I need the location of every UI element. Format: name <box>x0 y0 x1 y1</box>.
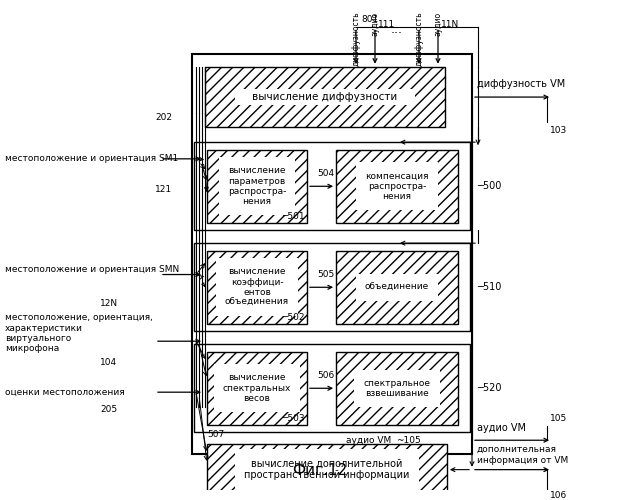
Text: ─502: ─502 <box>282 312 305 322</box>
Text: 105: 105 <box>550 414 568 422</box>
Bar <box>207 150 307 222</box>
Text: объединение: объединение <box>365 283 429 292</box>
Text: вычисление
коэффици-
ентов
объединения: вычисление коэффици- ентов объединения <box>225 267 289 308</box>
Text: компенсация
распростра-
нения: компенсация распростра- нения <box>365 172 429 201</box>
Text: аудио VM: аудио VM <box>477 424 526 434</box>
Text: местоположение и ориентация SM1: местоположение и ориентация SM1 <box>5 154 178 164</box>
Text: ─501: ─501 <box>282 212 305 220</box>
Text: вычисление диффузности: вычисление диффузности <box>252 92 397 102</box>
Text: 202: 202 <box>155 113 172 122</box>
Bar <box>207 444 447 495</box>
Bar <box>205 66 445 128</box>
Bar <box>194 243 470 332</box>
Text: 205: 205 <box>100 406 117 414</box>
Text: аудио: аудио <box>371 12 380 36</box>
Text: 505: 505 <box>317 270 334 280</box>
Bar <box>194 142 470 231</box>
Text: 121: 121 <box>155 184 172 194</box>
Bar <box>207 352 307 424</box>
Text: аудио: аудио <box>434 12 443 36</box>
Bar <box>235 89 415 105</box>
Text: ...: ... <box>391 23 403 36</box>
Text: вычисление
спектральных
весов: вычисление спектральных весов <box>223 374 291 403</box>
Text: 103: 103 <box>550 126 568 136</box>
Text: ─520: ─520 <box>477 384 501 394</box>
Text: ─500: ─500 <box>477 182 501 192</box>
Text: диффузность: диффузность <box>415 12 424 66</box>
Text: местоположение, ориентация,
характеристики
виртуального
микрофона: местоположение, ориентация, характеристи… <box>5 314 153 354</box>
Text: 111: 111 <box>378 20 395 29</box>
Text: аудио VM: аудио VM <box>346 436 391 444</box>
Text: ~105: ~105 <box>396 436 421 444</box>
Text: вычисление
параметров
распростра-
нения: вычисление параметров распростра- нения <box>228 166 286 206</box>
Text: 801: 801 <box>361 14 378 24</box>
Text: 504: 504 <box>317 170 334 178</box>
Bar <box>336 352 458 424</box>
Text: спектральное
взвешивание: спектральное взвешивание <box>364 378 431 398</box>
Text: ─510: ─510 <box>477 282 501 292</box>
Text: местоположение и ориентация SMN: местоположение и ориентация SMN <box>5 265 179 274</box>
Text: 506: 506 <box>317 372 334 380</box>
Bar <box>194 344 470 432</box>
Text: ─503: ─503 <box>282 414 305 422</box>
Text: 11N: 11N <box>441 20 459 29</box>
Bar <box>336 251 458 324</box>
Text: Фиг.12: Фиг.12 <box>292 464 348 478</box>
Text: 106: 106 <box>550 491 568 500</box>
Text: 12N: 12N <box>100 300 118 308</box>
Bar <box>192 54 472 454</box>
Bar <box>207 251 307 324</box>
Text: вычисление дополнительной
пространственной информации: вычисление дополнительной пространственн… <box>245 459 410 480</box>
Text: 104: 104 <box>100 358 117 368</box>
Text: 507: 507 <box>207 430 224 439</box>
Bar <box>336 150 458 222</box>
Text: диффузность VM: диффузность VM <box>477 79 565 89</box>
Text: дополнительная
информация от VM: дополнительная информация от VM <box>477 446 568 464</box>
Text: оценки местоположения: оценки местоположения <box>5 388 125 396</box>
Text: диффузность: диффузность <box>352 12 361 66</box>
